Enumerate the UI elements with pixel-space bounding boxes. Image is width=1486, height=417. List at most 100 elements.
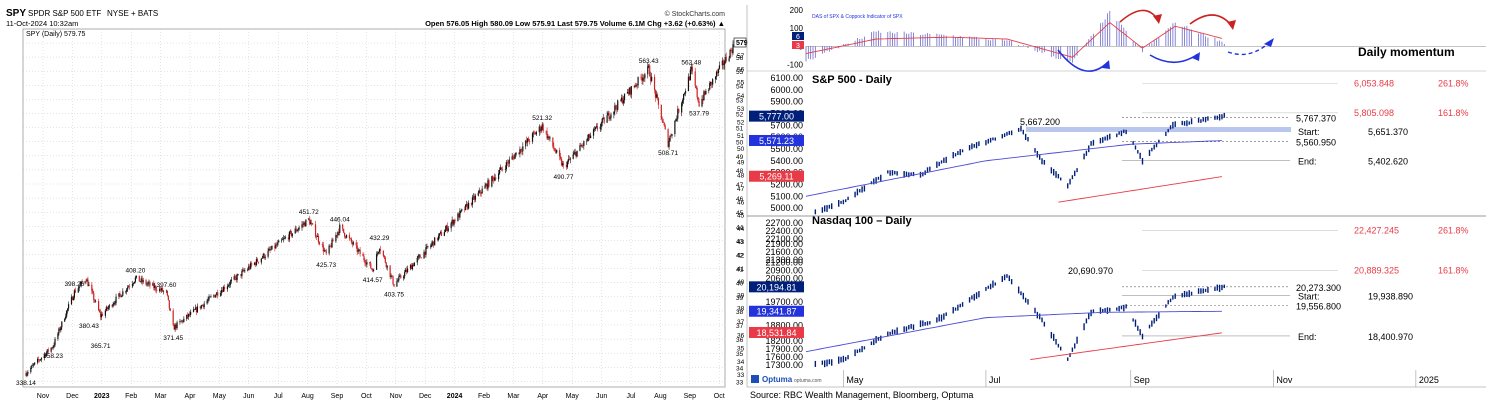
spy-candle — [291, 233, 293, 236]
spy-candle — [546, 131, 548, 139]
spy-candle — [504, 169, 506, 170]
spy-x-tick-label: Nov — [390, 393, 403, 400]
s-value-tag-text: 5,777.00 — [759, 112, 794, 122]
spy-y-tick-label: 44 — [736, 224, 744, 231]
spy-candle — [119, 293, 121, 295]
spy-candle — [153, 283, 155, 289]
spy-candle — [695, 85, 697, 89]
spy-candle — [145, 280, 147, 285]
spy-candle — [438, 233, 441, 236]
spy-candle — [454, 219, 456, 222]
s-fib-pct: 161.8% — [1438, 108, 1469, 118]
spy-candle — [392, 276, 394, 285]
spy-candle — [251, 263, 253, 265]
spy-candle — [538, 126, 540, 133]
spy-candle — [651, 76, 653, 81]
spy-candle — [86, 279, 88, 282]
n-y-tick-label: 22400.00 — [765, 226, 803, 236]
spy-candle — [237, 274, 239, 275]
secondary-y-tick-label: 38 — [737, 306, 745, 313]
spy-candle — [593, 129, 596, 130]
spy-candle — [644, 74, 646, 79]
spy-candle — [281, 239, 283, 241]
momentum-label: Daily momentum — [1358, 45, 1455, 59]
spy-candle — [50, 347, 52, 352]
spy-candle — [566, 161, 568, 168]
spy-candle — [345, 235, 348, 238]
spy-candle — [114, 303, 116, 304]
spy-candle — [561, 163, 564, 166]
spy-candle — [220, 293, 222, 296]
spx-price-bars — [814, 112, 1225, 215]
spy-candle — [278, 240, 280, 243]
spy-candle — [282, 239, 284, 240]
spy-candle — [51, 347, 53, 349]
spy-candle — [648, 65, 650, 67]
spy-candle — [416, 257, 418, 263]
spy-candle — [384, 257, 386, 263]
ndx-value-tags: 20,194.81 19,341.87 18,531.84 — [749, 281, 804, 338]
spy-candle — [118, 293, 120, 297]
spy-candle — [541, 124, 543, 129]
spy-candle — [223, 286, 226, 290]
spy-candle — [528, 138, 530, 142]
spy-candle — [671, 134, 673, 136]
spy-candle — [95, 301, 97, 302]
spy-candle — [34, 362, 36, 365]
spy-last-tag — [733, 37, 747, 48]
spy-candle — [434, 237, 436, 246]
spy-candle — [183, 318, 185, 322]
spy-candle — [603, 117, 605, 123]
spy-price-annotation: 380.43 — [79, 323, 99, 330]
spy-candle — [610, 114, 612, 118]
spy-candle — [369, 262, 371, 264]
spy-candle — [617, 100, 619, 110]
optuma-panel: DAS of SPX & Coppock Indicator of SPX 20… — [737, 5, 1486, 400]
spy-ohlc: Open 576.05 High 580.09 Low 575.91 Last … — [425, 19, 725, 28]
spy-candle — [330, 245, 332, 248]
spy-candle — [470, 202, 473, 205]
spy-candle — [641, 77, 643, 81]
spy-candle — [669, 135, 671, 141]
spy-candle — [229, 281, 231, 285]
spy-y-tick-label: 56 — [736, 55, 744, 62]
spy-candle — [201, 304, 203, 306]
n-y-tick-label: 19700.00 — [765, 297, 803, 307]
secondary-y-tick-label: 33 — [737, 372, 745, 379]
spy-price-annotation: 537.79 — [689, 111, 709, 118]
spy-candle — [731, 50, 733, 54]
spy-candle — [242, 269, 244, 272]
spy-candle — [677, 109, 679, 119]
right-secondary-y-ticks: 5756555453525150494847464544434241403938… — [737, 53, 745, 379]
spy-candle — [264, 256, 266, 258]
spy-candle — [221, 290, 224, 292]
spy-candle — [142, 280, 144, 283]
secondary-y-tick-label: 47 — [737, 186, 745, 193]
s-level-value: 5,767.370 — [1296, 113, 1336, 123]
spy-candle — [172, 310, 174, 326]
spy-candle — [426, 246, 428, 248]
spy-x-tick-label: Aug — [301, 393, 314, 400]
indicator-y-tick-label: 100 — [790, 24, 804, 33]
spy-candle — [721, 60, 723, 66]
ndx-peak-label: 20,690.970 — [1068, 266, 1113, 276]
right-x-tick-label: Nov — [1276, 375, 1293, 385]
spy-candle — [165, 290, 168, 292]
spy-candle — [61, 321, 63, 328]
spy-candle — [533, 132, 536, 134]
spy-candle — [393, 284, 395, 287]
spy-candle — [697, 97, 699, 102]
n-value-tag — [749, 281, 804, 293]
s-fib-value: 5,805.098 — [1354, 108, 1394, 118]
spy-candle — [175, 324, 177, 329]
spy-candle — [133, 281, 136, 284]
spy-candle — [559, 150, 561, 157]
spy-candle — [458, 213, 460, 218]
spy-candle — [643, 77, 645, 79]
spy-candle — [260, 258, 262, 263]
spy-candle — [678, 109, 680, 113]
spy-candle — [233, 276, 235, 280]
spy-candle — [452, 219, 454, 225]
spy-candle — [396, 281, 398, 287]
spy-price-annotation: 371.45 — [163, 335, 183, 342]
